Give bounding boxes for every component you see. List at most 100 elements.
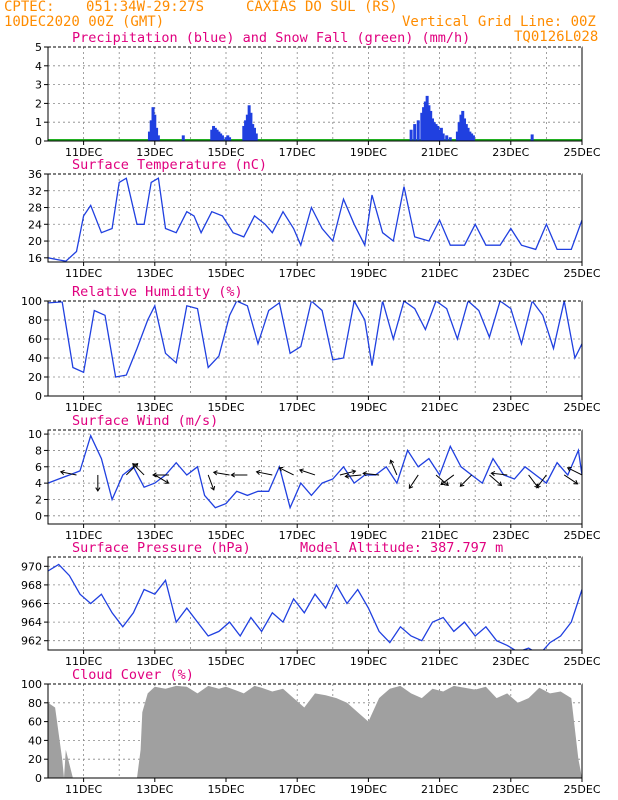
xtick-label: 13DEC [136,267,173,280]
precip-bar [252,127,256,141]
xtick-label: 11DEC [65,146,102,159]
wind-arrow-head [344,473,350,479]
precip-bar [254,133,258,141]
xtick-label: 17DEC [279,655,316,668]
precip-bar [247,105,251,141]
wind-arrow-head [230,472,236,478]
header-run: 10DEC2020 00Z (GMT) [4,14,165,30]
xtick-label: 15DEC [207,783,244,796]
precip-bar [224,137,228,141]
ytick-label: 5 [35,41,42,54]
ytick-label: 0 [35,772,42,785]
wind-arrow [363,472,380,476]
precip-bar [422,107,426,141]
wind-arrow [435,474,449,486]
wind-arrow-head [444,481,449,486]
ytick-label: 966 [21,598,42,611]
wind-arrow [536,474,547,489]
wind-arrow [339,470,356,476]
precip-bar [220,135,224,141]
precip-bar [217,131,221,141]
wind-arrow-head [210,485,216,491]
wind-arrow [491,472,508,476]
precip-bar [409,129,413,141]
xtick-label: 23DEC [492,529,529,542]
ytick-label: 4 [35,60,42,73]
wind-arrow [567,467,582,476]
wind-arrow [256,471,273,476]
panel-4: Surface Pressure (hPa) Model Altitude: 38… [21,540,601,668]
xtick-label: 15DEC [207,529,244,542]
ytick-label: 962 [21,635,42,648]
ytick-label: 2 [35,97,42,110]
precip-bar [530,134,534,141]
wind-arrow [207,474,215,491]
panel-subtitle-4: Model Altitude: 387.797 m [300,540,503,556]
wind-arrow [563,474,578,485]
xtick-label: 25DEC [563,401,600,414]
ytick-label: 10 [28,428,42,441]
panel-title-0: Precipitation (blue) and Snow Fall (gree… [72,30,470,46]
header-code: TQ0126L028 [514,29,599,45]
precip-bar [434,124,438,141]
precip-bar [429,110,433,141]
xtick-label: 21DEC [421,401,458,414]
xtick-label: 19DEC [350,401,387,414]
wind-arrow-head [362,471,367,477]
xtick-label: 23DEC [492,401,529,414]
ytick-label: 4 [35,477,42,490]
wind-arrow [132,463,145,476]
wind-arrow-head [212,470,218,476]
wind-arrow [489,474,502,486]
wind-arrow-head [278,466,284,472]
precip-bar [228,137,232,141]
xtick-label: 11DEC [65,783,102,796]
xtick-label: 17DEC [279,401,316,414]
plot-area-1 [48,177,582,262]
ytick-label: 36 [28,168,42,181]
panel-title-3: Surface Wind (m/s) [72,413,218,429]
panel-frame [47,46,583,142]
panel-title-2: Relative Humidity (%) [72,284,243,300]
precip-bar [149,120,153,141]
xtick-label: 17DEC [279,267,316,280]
ytick-label: 16 [28,252,42,265]
ytick-label: 80 [28,314,42,327]
wind-arrow [408,474,419,489]
plot-area-5 [48,685,582,778]
xtick-label: 23DEC [492,783,529,796]
ytick-label: 20 [28,753,42,766]
panel-title-1: Surface Temperature (nC) [72,157,267,173]
xtick-label: 21DEC [421,267,458,280]
wind-arrow-head [573,479,579,485]
precip-bar [441,133,445,141]
xtick-label: 15DEC [207,655,244,668]
xtick-label: 21DEC [421,146,458,159]
wind-arrow [60,471,77,476]
xtick-label: 25DEC [563,529,600,542]
ytick-label: 28 [28,202,42,215]
precip-bar [438,129,442,141]
ytick-label: 60 [28,333,42,346]
xtick-label: 19DEC [350,529,387,542]
ytick-label: 60 [28,716,42,729]
precip-bar [147,131,151,141]
wind-arrow [345,474,362,478]
wind-arrow [279,467,294,476]
wind-arrow-head [95,487,101,492]
ytick-label: 20 [28,235,42,248]
precip-bar [156,135,160,141]
precip-bar [215,129,219,141]
precip-bar [151,107,155,141]
xtick-label: 23DEC [492,146,529,159]
precip-bar [464,124,468,141]
xtick-label: 23DEC [492,267,529,280]
ytick-label: 100 [21,295,42,308]
xtick-label: 25DEC [563,267,600,280]
ytick-label: 32 [28,185,42,198]
panel-2: Relative Humidity (%) 0 20 40 60 80 100 11DEC 13… [21,284,601,414]
precip-bar [455,131,459,141]
wind-arrow-head [59,469,65,475]
header-coords: 051:34W-29:27S [86,0,205,15]
xtick-label: 19DEC [350,146,387,159]
